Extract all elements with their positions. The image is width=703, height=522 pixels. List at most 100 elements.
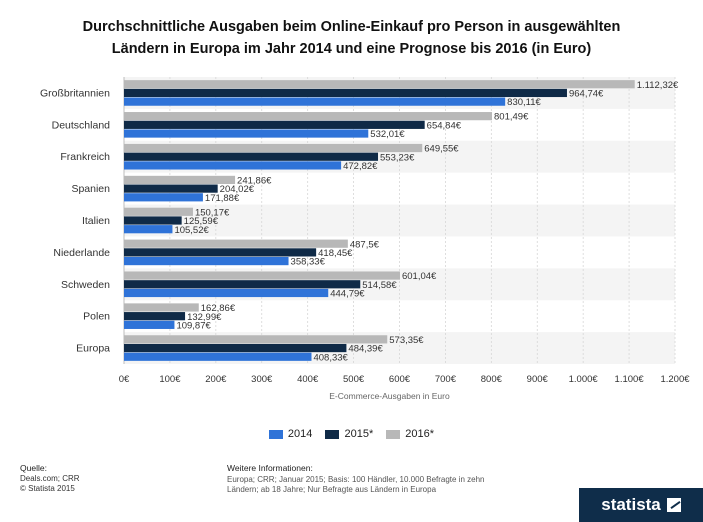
data-label: 487,5€: [350, 239, 380, 250]
bar[interactable]: [124, 175, 236, 185]
bar[interactable]: [124, 288, 329, 298]
data-label: 204,02€: [220, 184, 255, 195]
x-tick-label: 100€: [159, 374, 181, 385]
category-label: Europa: [76, 343, 110, 355]
legend-label-2015: 2015*: [344, 428, 374, 440]
x-tick-label: 600€: [389, 374, 411, 385]
legend-label-2014: 2014: [287, 428, 313, 440]
statista-logo[interactable]: statista: [579, 488, 703, 522]
category-label: Schweden: [61, 279, 110, 291]
legend-swatch-2016: [386, 429, 401, 439]
data-label: 472,82€: [343, 161, 378, 172]
data-label: 444,79€: [330, 289, 365, 300]
bar[interactable]: [124, 97, 506, 106]
chart-title-line-1: Durchschnittliche Ausgaben beim Online-E…: [82, 19, 621, 35]
copyright-text: © Statista 2015: [20, 484, 75, 493]
x-tick-label: 800€: [481, 374, 503, 385]
data-label: 801,49€: [494, 112, 529, 123]
bar[interactable]: [124, 193, 203, 202]
bar[interactable]: [124, 207, 193, 216]
legend: 2014 2015* 2016*: [0, 428, 703, 442]
data-label: 105,52€: [174, 225, 209, 236]
data-label: 241,86€: [237, 176, 272, 187]
data-label: 654,84€: [427, 120, 462, 131]
bar[interactable]: [124, 239, 348, 248]
bar[interactable]: [124, 225, 173, 234]
category-label: Italien: [82, 215, 110, 227]
bar[interactable]: [124, 80, 635, 89]
data-label: 150,17€: [195, 207, 230, 218]
footer: Quelle: Deals.com; CRR © Statista 2015 W…: [0, 455, 703, 522]
bar[interactable]: [124, 129, 369, 138]
bar[interactable]: [124, 143, 423, 153]
info-heading[interactable]: Weitere Informationen:: [227, 463, 313, 473]
bar[interactable]: [124, 152, 379, 161]
bar[interactable]: [124, 320, 175, 329]
chart-title: Durchschnittliche Ausgaben beim Online-E…: [0, 16, 703, 60]
data-label: 514,58€: [362, 280, 397, 291]
info-text: Europa; CRR; Januar 2015; Basis: 100 Hän…: [227, 475, 485, 494]
info-block: Weitere Informationen: Europa; CRR; Janu…: [227, 463, 517, 495]
bar[interactable]: [124, 303, 199, 312]
data-label: 649,55€: [424, 144, 459, 155]
bar[interactable]: [124, 335, 388, 344]
legend-swatch-2014: [268, 429, 283, 439]
bar[interactable]: [124, 248, 317, 257]
bar[interactable]: [124, 352, 312, 361]
x-tick-label: 900€: [527, 374, 549, 385]
statista-icon: [666, 498, 681, 512]
bar[interactable]: [124, 88, 567, 98]
x-tick-label: 1.200€: [660, 374, 690, 385]
data-label: 418,45€: [318, 248, 353, 259]
data-label: 132,99€: [187, 312, 222, 323]
legend-item-2016[interactable]: 2016*: [386, 428, 434, 440]
legend-label-2016: 2016*: [405, 428, 435, 440]
x-tick-label: 700€: [435, 374, 457, 385]
bar[interactable]: [124, 216, 182, 225]
bar-chart: Großbritannien 1.112,32€ 964,74€ 830,11€ Deu…: [40, 77, 690, 401]
legend-swatch-2015: [325, 429, 340, 439]
data-label: 408,33€: [313, 352, 348, 363]
category-label: Polen: [83, 311, 110, 323]
bar[interactable]: [124, 280, 361, 289]
category-label: Frankreich: [60, 151, 110, 163]
bar[interactable]: [124, 161, 342, 170]
data-label: 125,59€: [184, 216, 219, 227]
bar[interactable]: [124, 343, 347, 353]
bar[interactable]: [124, 256, 289, 266]
data-label: 964,74€: [569, 89, 604, 100]
data-label: 171,88€: [205, 193, 240, 204]
data-label: 601,04€: [402, 271, 437, 282]
x-tick-label: 400€: [297, 374, 319, 385]
bar[interactable]: [124, 112, 493, 121]
x-tick-label: 300€: [251, 374, 273, 385]
x-tick-label: 200€: [205, 374, 227, 385]
x-tick-label: 500€: [343, 374, 365, 385]
source-text[interactable]: Deals.com; CRR: [20, 474, 80, 483]
category-label: Niederlande: [53, 247, 110, 259]
x-tick-label: 0€: [119, 374, 130, 385]
category-label: Spanien: [71, 183, 110, 195]
data-label: 484,39€: [348, 344, 383, 355]
data-label: 830,11€: [507, 97, 541, 108]
data-label: 573,35€: [389, 335, 424, 346]
data-label: 1.112,32€: [637, 80, 679, 91]
data-label: 162,86€: [201, 303, 236, 314]
bar[interactable]: [124, 271, 400, 280]
data-label: 532,01€: [370, 129, 405, 140]
data-label: 358,33€: [291, 257, 326, 268]
data-label: 109,87€: [176, 320, 211, 331]
legend-item-2015[interactable]: 2015*: [325, 428, 373, 440]
bar[interactable]: [124, 312, 186, 321]
bar[interactable]: [124, 120, 425, 129]
x-axis-label: E-Commerce-Ausgaben in Euro: [329, 391, 450, 401]
data-label: 553,23€: [380, 152, 415, 163]
source-block: Quelle: Deals.com; CRR © Statista 2015: [20, 463, 80, 494]
x-tick-label: 1.100€: [615, 374, 645, 385]
legend-item-2014[interactable]: 2014: [268, 428, 313, 440]
category-label: Deutschland: [52, 119, 111, 131]
bar[interactable]: [124, 184, 218, 193]
x-tick-label: 1.000€: [569, 374, 599, 385]
chart-title-line-2: Ländern in Europa im Jahr 2014 und eine …: [111, 41, 592, 57]
brand-name: statista: [601, 495, 661, 514]
